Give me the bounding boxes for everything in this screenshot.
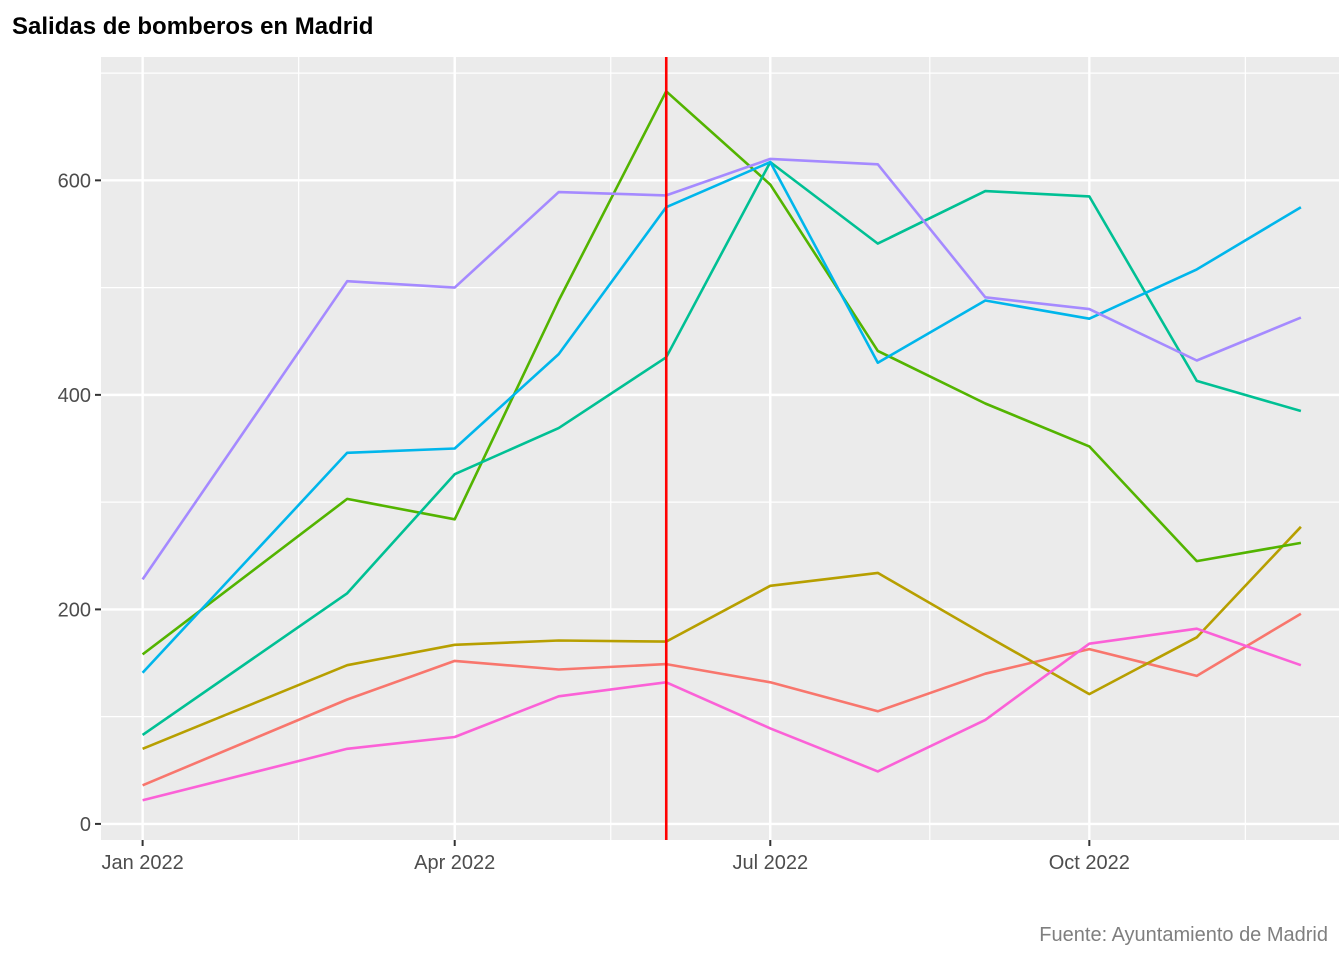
y-axis-tick-labels: 0 200 400 600 bbox=[58, 170, 91, 836]
axis-ticks bbox=[95, 179, 1091, 846]
y-tick-label: 200 bbox=[58, 599, 91, 621]
y-tick-label: 600 bbox=[58, 170, 91, 192]
chart-caption: Fuente: Ayuntamiento de Madrid bbox=[1039, 924, 1328, 946]
y-tick-label: 0 bbox=[80, 814, 91, 836]
y-tick-label: 400 bbox=[58, 385, 91, 407]
series-line-2 bbox=[142, 525, 1302, 751]
plot-panel bbox=[101, 57, 1339, 840]
series-lines bbox=[141, 90, 1302, 802]
series-line-5 bbox=[141, 160, 1302, 674]
series-line-6 bbox=[141, 157, 1302, 581]
x-tick-label: Oct 2022 bbox=[1049, 852, 1130, 874]
series-line-1 bbox=[142, 612, 1302, 787]
x-tick-label: Jan 2022 bbox=[101, 852, 183, 874]
chart-title: Salidas de bomberos en Madrid bbox=[12, 13, 373, 40]
minor-gridlines bbox=[101, 57, 1339, 840]
series-line-7 bbox=[142, 627, 1302, 802]
x-axis-tick-labels: Jan 2022 Apr 2022 Jul 2022 Oct 2022 bbox=[101, 852, 1129, 874]
x-tick-label: Jul 2022 bbox=[732, 852, 808, 874]
x-tick-label: Apr 2022 bbox=[414, 852, 495, 874]
